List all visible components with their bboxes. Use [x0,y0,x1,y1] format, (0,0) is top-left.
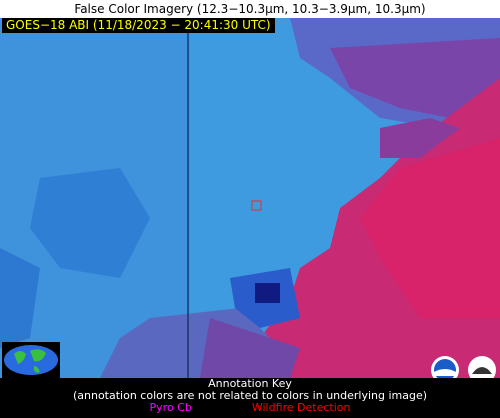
noaa-logo [431,356,459,378]
wildfire-label: Wildfire Detection [251,401,351,414]
pyro-cb-label: Pyro Cb [149,401,192,414]
cimss-logo [468,356,496,378]
key-note: (annotation colors are not related to co… [72,389,428,402]
globe-logo [2,342,60,378]
key-items: Pyro Cb Wildfire Detection [0,402,500,414]
title: False Color Imagery (12.3−10.3µm, 10.3−3… [0,0,500,18]
key-heading: Annotation Key [208,377,292,390]
annotation-key: Annotation Key (annotation colors are no… [0,378,500,418]
satellite-label: GOES−18 ABI (11/18/2023 − 20:41:30 UTC) [2,18,275,33]
satellite-image [0,18,500,378]
